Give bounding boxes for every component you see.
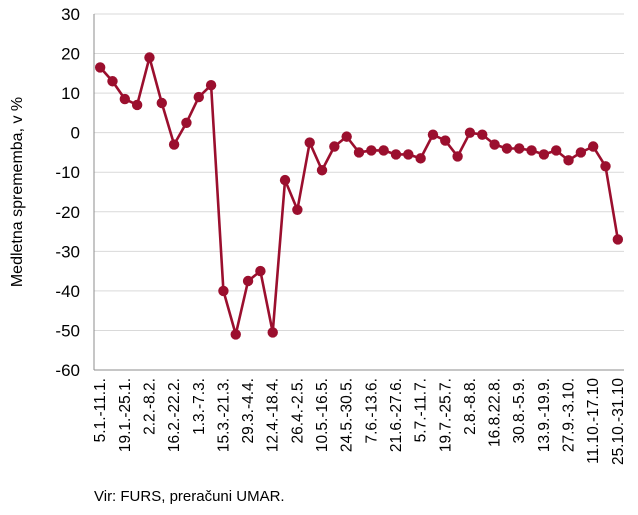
y-tick-label: -30: [55, 242, 80, 261]
y-tick-label: 10: [61, 84, 80, 103]
x-tick-label: 2.2.-8.2.: [141, 378, 158, 435]
y-tick-label: -20: [55, 203, 80, 222]
data-point: [255, 265, 266, 277]
grid-lines: [94, 13, 624, 371]
data-point: [119, 93, 131, 105]
x-tick-label: 16.8.22.8.: [487, 378, 504, 447]
data-point: [353, 147, 365, 158]
x-tick-label: 27.9.-3.10.: [561, 378, 578, 452]
data-point: [181, 117, 192, 128]
data-point: [156, 97, 167, 109]
x-tick-label: 11.10.-17.10: [585, 378, 602, 464]
x-tick-label: 15.3.-21.3.: [215, 378, 232, 452]
data-point: [329, 141, 340, 152]
x-tick-label: 10.5.-16.5.: [314, 378, 331, 452]
x-tick-label: 29.3.-4.4.: [240, 378, 257, 444]
y-tick-label: 0: [71, 124, 80, 143]
y-tick-label: -10: [55, 163, 80, 182]
x-tick-label: 5.7.-11.7.: [413, 378, 430, 442]
y-tick-label: -40: [55, 282, 80, 301]
x-tick-labels: 5.1.-11.1. 19.1.-25.1. 2.2.-8.2. 16.2.-22.2…: [92, 378, 627, 465]
data-point: [230, 329, 241, 340]
x-tick-label: 2.8.-8.8.: [462, 378, 479, 435]
data-point: [587, 141, 599, 152]
x-tick-label: 24.5.-30.5.: [339, 378, 356, 452]
data-point: [403, 149, 414, 160]
x-tick-label: 7.6.-13.6.: [363, 378, 380, 444]
data-points: [94, 52, 624, 340]
data-point: [242, 275, 254, 287]
x-tick-label: 30.8.-5.9.: [511, 378, 528, 444]
data-point: [366, 145, 377, 156]
data-point: [107, 76, 118, 87]
data-point: [452, 151, 463, 162]
y-tick-label: -60: [55, 361, 80, 380]
data-point: [378, 145, 389, 156]
data-point: [168, 139, 180, 150]
y-tick-label: -50: [55, 321, 80, 340]
data-point: [464, 127, 476, 138]
data-point: [415, 153, 426, 164]
data-point: [477, 129, 488, 140]
x-tick-label: 19.1.-25.1.: [117, 378, 134, 452]
data-point: [292, 204, 303, 215]
data-point: [526, 145, 537, 156]
x-tick-label: 25.10.-31.10: [610, 378, 627, 465]
data-point: [205, 80, 217, 91]
data-point: [279, 174, 291, 186]
y-tick-labels: 30 20 10 0 -10 -20 -30 -40 -50 -60: [55, 5, 80, 380]
x-tick-label: 19.7.-25.7.: [437, 378, 454, 452]
x-tick-label: 26.4.-2.5.: [289, 378, 306, 444]
x-tick-label: 21.6.-27.6.: [388, 378, 405, 452]
x-tick-label: 1.3.-7.3.: [191, 378, 208, 435]
data-point: [193, 91, 204, 103]
data-point: [218, 285, 229, 297]
data-point: [575, 147, 587, 158]
data-point: [304, 137, 315, 148]
data-point: [538, 149, 550, 160]
data-point: [316, 165, 328, 176]
x-tick-label: 5.1.-11.1.: [92, 378, 109, 442]
data-point: [514, 143, 525, 154]
data-point: [390, 149, 402, 160]
data-point: [267, 327, 278, 338]
data-point: [551, 145, 562, 156]
y-axis-label: Medletna sprememba, v %: [9, 97, 26, 287]
series-line: [99, 56, 620, 336]
x-tick-label: 13.9.-19.9.: [536, 378, 553, 452]
data-point: [144, 52, 155, 63]
y-tick-label: 20: [61, 45, 80, 64]
data-point: [563, 155, 574, 166]
data-point: [440, 135, 451, 146]
x-tick-label: 12.4.-18.4.: [265, 378, 282, 452]
data-point: [131, 99, 143, 111]
data-point: [600, 161, 611, 172]
data-point: [427, 129, 439, 140]
source-note: Vir: FURS, preračuni UMAR.: [94, 488, 285, 505]
data-point: [94, 62, 106, 73]
y-tick-label: 30: [61, 5, 80, 24]
data-point: [612, 234, 624, 245]
data-point: [489, 139, 500, 150]
data-point: [341, 131, 352, 142]
x-tick-label: 16.2.-22.2.: [166, 378, 183, 452]
data-point: [501, 143, 513, 154]
